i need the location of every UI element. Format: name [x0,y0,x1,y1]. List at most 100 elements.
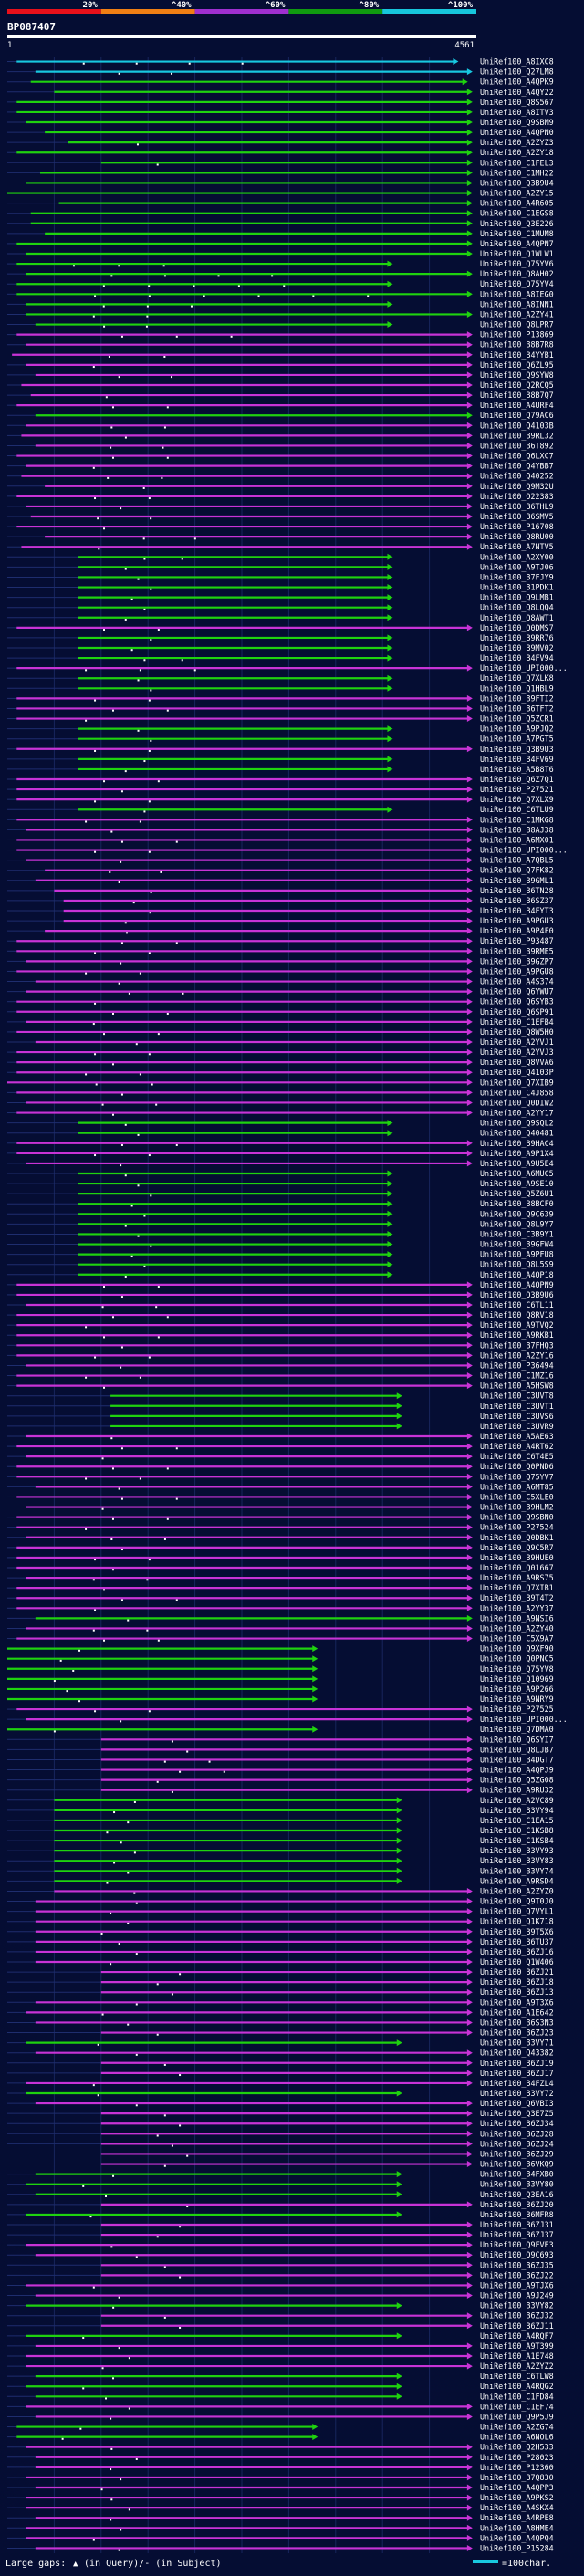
hit-id-label[interactable]: UniRef100_B3VY82 [480,2301,554,2310]
hit-id-label[interactable]: UniRef100_A2ZY18 [480,148,554,157]
hit-row[interactable]: UniRef100_B4YYB1 [12,350,554,360]
hit-row[interactable]: UniRef100_C1FD84 [7,2392,554,2401]
hit-id-label[interactable]: UniRef100_A5HSW8 [480,1382,554,1391]
hit-row[interactable]: UniRef100_B9HAC4 [7,1139,554,1148]
hit-row[interactable]: UniRef100_Q1HBL9 [7,683,554,693]
hit-id-label[interactable]: UniRef100_Q7DMA0 [480,1725,554,1734]
hit-id-label[interactable]: UniRef100_B6TFT2 [480,704,554,713]
hit-row[interactable]: UniRef100_Q9M32U [7,482,554,491]
hit-id-label[interactable]: UniRef100_C3UVR9 [480,1422,554,1431]
hit-row[interactable]: UniRef100_A9P4F0 [7,926,554,935]
hit-row[interactable]: UniRef100_A4RQG2 [7,2382,554,2391]
hit-row[interactable]: UniRef100_A9NRY9 [7,1695,554,1704]
hit-row[interactable]: UniRef100_B9GZP7 [7,956,554,965]
hit-id-label[interactable]: UniRef100_Q0DIW2 [480,1098,554,1107]
hit-id-label[interactable]: UniRef100_B6THL9 [480,502,554,511]
hit-row[interactable]: UniRef100_B9T4T2 [7,1593,554,1602]
hit-row[interactable]: UniRef100_A6NOL6 [7,2433,554,2442]
hit-id-label[interactable]: UniRef100_A4QPJ9 [480,1766,554,1775]
hit-row[interactable]: UniRef100_A4RPE8 [7,2513,554,2522]
hit-id-label[interactable]: UniRef100_A8INN1 [480,299,554,308]
hit-id-label[interactable]: UniRef100_A8IXC8 [480,57,554,67]
hit-id-label[interactable]: UniRef100_Q8L5S9 [480,1260,554,1269]
hit-id-label[interactable]: UniRef100_B6ZJ34 [480,2119,554,2128]
hit-row[interactable]: UniRef100_B6MFR8 [7,2210,554,2219]
hit-row[interactable]: UniRef100_Q6ZL95 [7,360,554,370]
hit-row[interactable]: UniRef100_B6TFT2 [7,704,554,713]
hit-row[interactable]: UniRef100_Q4103P [7,1068,554,1077]
hit-id-label[interactable]: UniRef100_Q79AC6 [480,411,554,420]
hit-row[interactable]: UniRef100_A2XY00 [7,552,554,561]
hit-row[interactable]: UniRef100_A9PKS2 [7,2493,554,2502]
hit-row[interactable]: UniRef100_Q8RU00 [7,532,554,541]
hit-row[interactable]: UniRef100_P27525 [7,1705,554,1714]
hit-id-label[interactable]: UniRef100_B6ZJ28 [480,2129,554,2138]
hit-id-label[interactable]: UniRef100_Q3B9U6 [480,1290,554,1299]
hit-id-label[interactable]: UniRef100_Q3E226 [480,219,554,228]
hit-row[interactable]: UniRef100_Q9C693 [7,2250,554,2259]
hit-row[interactable]: UniRef100_A2ZY41 [7,309,554,318]
hit-row[interactable]: UniRef100_A7QBL5 [7,856,554,865]
hit-row[interactable]: UniRef100_C5X9A7 [7,1634,554,1643]
hit-id-label[interactable]: UniRef100_C3UVT8 [480,1392,554,1401]
hit-row[interactable]: UniRef100_Q75YV6 [7,259,554,268]
hit-id-label[interactable]: UniRef100_B9RME5 [480,946,554,955]
hit-id-label[interactable]: UniRef100_B6S3N3 [480,2018,554,2027]
hit-row[interactable]: UniRef100_Q9C639 [7,1209,554,1218]
hit-id-label[interactable]: UniRef100_Q7XLX9 [480,795,554,804]
hit-row[interactable]: UniRef100_A4QPP3 [7,2483,554,2492]
hit-row[interactable]: UniRef100_Q8L5S9 [7,1260,554,1269]
hit-id-label[interactable]: UniRef100_B4FYT3 [480,906,554,915]
hit-id-label[interactable]: UniRef100_Q8S567 [480,98,554,107]
hit-row[interactable]: UniRef100_Q9XF90 [7,1644,554,1653]
hit-row[interactable]: UniRef100_B4FYT3 [7,906,554,915]
hit-row[interactable]: UniRef100_Q0DMS7 [7,623,554,632]
hit-row[interactable]: UniRef100_A4QPN0 [7,128,554,137]
hit-id-label[interactable]: UniRef100_C6TL11 [480,1300,554,1309]
hit-row[interactable]: UniRef100_Q4103B [7,421,554,430]
hit-row[interactable]: UniRef100_B3VY72 [7,2089,554,2098]
hit-id-label[interactable]: UniRef100_C5X9A7 [480,1634,554,1643]
hit-id-label[interactable]: UniRef100_B6ZJ18 [480,1977,554,1987]
hit-id-label[interactable]: UniRef100_P12360 [480,2463,554,2472]
hit-id-label[interactable]: UniRef100_Q40481 [480,1129,554,1138]
hit-row[interactable]: UniRef100_A1E642 [7,2008,554,2017]
hit-row[interactable]: UniRef100_A9TVQ2 [7,1320,554,1330]
hit-row[interactable]: UniRef100_B4FV94 [7,653,554,662]
hit-id-label[interactable]: UniRef100_Q4103P [480,1068,554,1077]
hit-row[interactable]: UniRef100_A9PGU3 [7,916,554,925]
hit-id-label[interactable]: UniRef100_P28023 [480,2453,554,2462]
hit-id-label[interactable]: UniRef100_Q6YWU7 [480,987,554,996]
hit-row[interactable]: UniRef100_A2ZG74 [7,2423,554,2432]
hit-id-label[interactable]: UniRef100_B6SZ37 [480,896,554,905]
hit-id-label[interactable]: UniRef100_B6TU37 [480,1937,554,1946]
hit-id-label[interactable]: UniRef100_A8HME4 [480,2523,554,2532]
hit-id-label[interactable]: UniRef100_A9PFU8 [480,1250,554,1259]
hit-row[interactable]: UniRef100_B3VY82 [7,2301,554,2310]
hit-row[interactable]: UniRef100_Q8S567 [7,98,554,107]
hit-id-label[interactable]: UniRef100_C1EA15 [480,1816,554,1825]
hit-row[interactable]: UniRef100_Q75YV8 [7,1664,554,1674]
hit-id-label[interactable]: UniRef100_C5XLE0 [480,1492,554,1501]
hit-row[interactable]: UniRef100_C1KSB4 [7,1836,554,1845]
hit-id-label[interactable]: UniRef100_A4RQF7 [480,2331,554,2341]
hit-row[interactable]: UniRef100_A9T3X6 [7,1997,554,2007]
hit-id-label[interactable]: UniRef100_Q6ZL95 [480,360,554,370]
hit-id-label[interactable]: UniRef100_A2ZYZ0 [480,1886,554,1895]
hit-id-label[interactable]: UniRef100_Q6LXC7 [480,452,554,461]
hit-id-label[interactable]: UniRef100_Q1WLW1 [480,249,554,258]
hit-id-label[interactable]: UniRef100_A9TJ06 [480,562,554,571]
hit-row[interactable]: UniRef100_Q01667 [7,1563,554,1572]
hit-id-label[interactable]: UniRef100_A9RU32 [480,1786,554,1795]
hit-row[interactable]: UniRef100_B8AJ38 [7,825,554,834]
hit-row[interactable]: UniRef100_B6SMV5 [7,512,554,521]
hit-id-label[interactable]: UniRef100_Q9P5J9 [480,2412,554,2421]
hit-row[interactable]: UniRef100_Q1K718 [7,1917,554,1926]
hit-id-label[interactable]: UniRef100_Q10969 [480,1674,554,1684]
hit-row[interactable]: UniRef100_Q40252 [7,472,554,481]
hit-row[interactable]: UniRef100_P13869 [7,330,554,339]
hit-id-label[interactable]: UniRef100_B6ZJ13 [480,1987,554,1997]
hit-id-label[interactable]: UniRef100_C1EFB4 [480,1017,554,1027]
hit-row[interactable]: UniRef100_P93487 [7,936,554,945]
hit-id-label[interactable]: UniRef100_B6ZJ29 [480,2149,554,2158]
